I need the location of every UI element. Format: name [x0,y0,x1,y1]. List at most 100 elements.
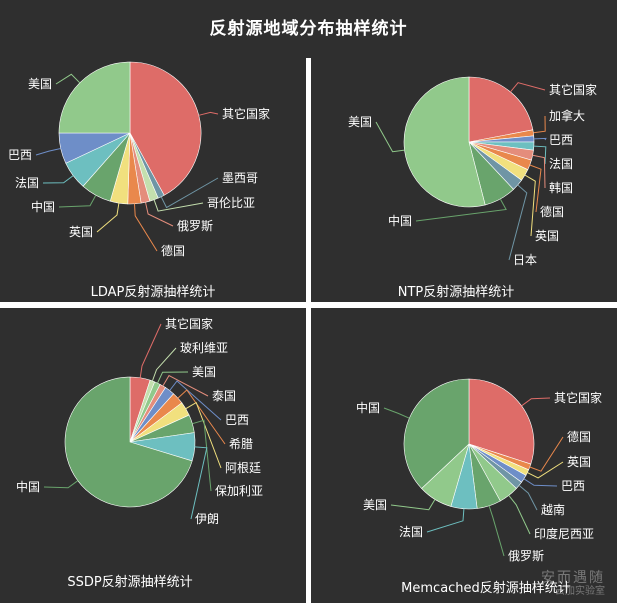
leader-line-3 [533,145,547,165]
slice-label-6: 阿根廷 [225,461,261,475]
leader-line-7 [42,175,74,184]
leader-line-3 [162,374,209,397]
leader-line-4 [169,380,222,421]
slice-label-2: 巴西 [549,133,573,147]
slice-label-2: 英国 [567,455,591,469]
leader-line-9 [383,407,410,419]
slice-label-4: 越南 [541,502,565,517]
slice-label-1: 玻利维亚 [180,341,228,355]
leader-line-7 [508,184,528,261]
leader-line-9 [43,480,79,489]
pie-title: SSDP反射源抽样统计 [67,574,192,590]
leader-line-2 [157,371,189,384]
slice-label-0: 其它国家 [165,316,213,331]
slice-label-1: 加拿大 [549,108,585,123]
leader-line-1 [529,436,564,472]
leader-line-5 [177,389,226,445]
slice-label-6: 中国 [31,199,55,214]
leader-line-4 [134,203,158,252]
slice-label-5: 英国 [69,225,93,239]
slice-label-9: 中国 [16,479,40,494]
leader-line-0 [510,82,546,93]
leader-line-7 [426,508,465,533]
slice-label-4: 德国 [161,243,185,258]
leader-line-8 [35,148,61,156]
slice-label-8: 美国 [363,498,387,512]
leader-line-9 [55,73,81,85]
slice-label-0: 其它国家 [554,390,602,405]
leader-line-5 [96,203,120,233]
slice-label-7: 日本 [513,253,537,267]
slice-label-9: 中国 [356,400,380,415]
pie-slice-9 [58,61,131,134]
leader-line-0 [521,397,551,407]
slice-label-5: 德国 [540,204,564,219]
main-title: 反射源地域分布抽样统计 [209,19,408,39]
pie-slice-9 [403,76,486,208]
leader-line-0 [139,323,162,378]
leader-line-7 [192,419,212,492]
pie-slice-9 [64,376,193,508]
pie-slice-0 [129,61,202,196]
slice-label-3: 俄罗斯 [177,219,213,233]
memcached-pie-panel: 其它国家德国英国巴西越南印度尼西亚俄罗斯 法国 美国 中国 Memcached反射源抽样… [311,308,617,603]
slice-label-6: 英国 [535,229,559,243]
leader-line-0 [198,111,219,116]
slice-label-0: 其它国家 [222,106,270,121]
slice-label-9: 美国 [28,77,52,91]
slice-label-8: 中国 [388,213,412,228]
slice-label-2: 哥伦比亚 [207,195,255,210]
slice-label-5: 希腊 [229,436,253,451]
horizontal-divider [0,302,617,308]
leader-line-2 [533,137,547,141]
leader-line-4 [532,154,546,189]
vertical-divider [306,58,311,603]
watermark: 安而遇随 云加实验室 [541,569,605,597]
leader-line-6 [185,401,222,469]
slice-label-3: 巴西 [561,479,585,493]
slice-label-3: 法国 [549,157,573,171]
slice-label-9: 美国 [348,115,372,129]
slice-label-2: 美国 [192,365,216,379]
leader-line-9 [375,121,405,153]
slice-label-1: 墨西哥 [222,171,258,185]
slice-label-8: 巴西 [8,148,32,162]
slice-label-4: 韩国 [549,180,573,195]
leader-line-8 [190,446,208,520]
slice-label-6: 俄罗斯 [508,549,544,563]
slice-label-5: 印度尼西亚 [534,526,594,541]
pie-slice-0 [468,378,535,465]
leader-line-5 [529,164,542,213]
slice-label-7: 法国 [399,525,423,539]
ldap-pie-panel: 其它国家墨西哥哥伦比亚俄罗斯德国 英国 中国 法国 巴西 美国 LDAP反射源抽样统计 [0,58,306,302]
leader-line-6 [488,505,505,557]
slice-label-4: 巴西 [225,413,249,427]
watermark-line1: 安而遇随 [541,569,605,586]
slice-label-7: 法国 [15,176,39,190]
leader-line-2 [153,199,204,212]
leader-line-6 [58,194,97,208]
pie-title: NTP反射源抽样统计 [398,284,515,300]
slice-label-3: 泰国 [212,389,236,403]
ssdp-pie-panel: 其它国家玻利维亚美国泰国巴西希腊阿根廷保加利亚伊朗 中国 SSDP反射源抽样统计 [0,308,306,603]
leader-line-3 [145,202,174,227]
slice-label-0: 其它国家 [549,82,597,97]
leader-line-5 [508,495,531,535]
slice-label-7: 保加利亚 [215,484,263,498]
leader-line-4 [518,485,538,511]
leader-line-1 [160,177,219,209]
watermark-line2: 云加实验室 [555,586,605,597]
leader-line-8 [415,198,507,222]
slice-label-8: 伊朗 [195,512,219,526]
leader-line-6 [524,174,536,237]
pie-slice-9 [403,378,470,489]
ntp-pie-panel: 其它国家加拿大巴西法国韩国德国英国日本 中国 美国 NTP反射源抽样统计 [311,58,617,302]
pie-title: Memcached反射源抽样统计 [401,580,571,596]
leader-line-1 [533,115,546,134]
pie-title: LDAP反射源抽样统计 [91,284,216,300]
slice-label-1: 德国 [567,429,591,444]
